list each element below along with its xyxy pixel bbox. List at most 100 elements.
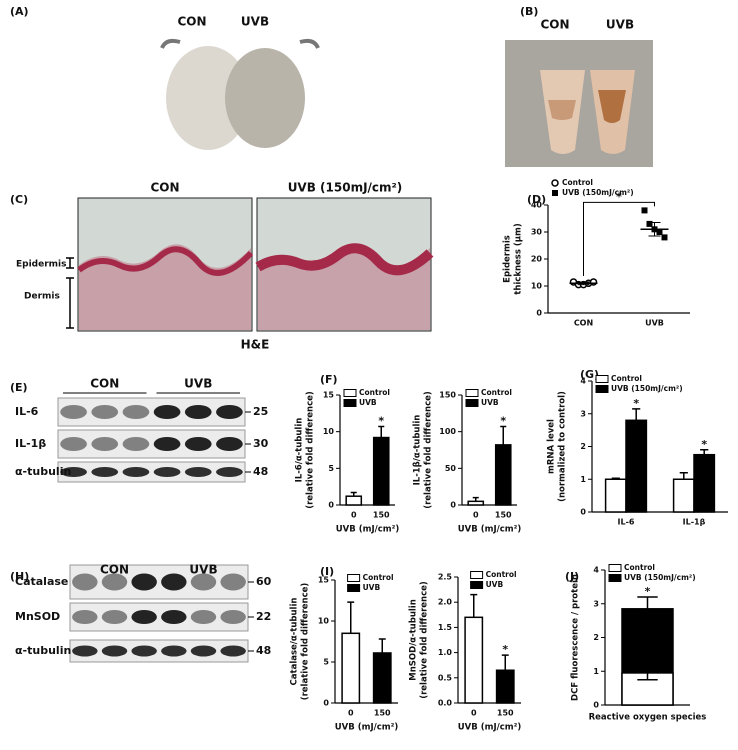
blot-band xyxy=(190,645,217,657)
panel-label: (H) xyxy=(10,570,29,583)
y-axis-label: MnSOD/α-tubulin xyxy=(409,599,419,681)
legend-label: UVB (150mJ/cm²) xyxy=(611,384,683,393)
blot-band xyxy=(190,610,217,624)
legend-swatch xyxy=(470,581,484,589)
error-bar xyxy=(679,471,688,480)
y-axis-label: mRNA level xyxy=(547,419,557,474)
y-axis-label: Epidermis xyxy=(503,235,513,283)
y-axis-label: IL-1β/α-tubulin xyxy=(413,415,423,486)
y-axis-label: (relative fold difference) xyxy=(301,583,311,701)
x-tick-label: 150 xyxy=(374,709,391,718)
bar xyxy=(625,419,648,513)
y-tick-label: 2 xyxy=(593,633,599,642)
x-tick-label: 0 xyxy=(471,709,477,718)
histology-images xyxy=(66,197,434,332)
sig-label: * xyxy=(633,397,639,410)
x-axis-label: Reactive oxygen species xyxy=(589,713,707,723)
panel-label: (I) xyxy=(320,565,334,578)
blot-band xyxy=(153,405,181,419)
blot-band xyxy=(91,405,119,419)
blot-band xyxy=(122,405,150,419)
kda-label: 48 xyxy=(256,644,271,657)
legend-label: Control xyxy=(481,388,512,397)
legend-label: UVB xyxy=(363,583,381,592)
blot-band xyxy=(153,437,181,451)
x-tick-label: UVB xyxy=(645,319,664,328)
blot-band xyxy=(91,467,119,477)
legend-label: UVB xyxy=(359,398,377,407)
error-bar xyxy=(632,408,641,421)
group-label: CON xyxy=(90,377,119,391)
error-bar xyxy=(347,601,355,634)
bar xyxy=(604,478,627,513)
blot-strip xyxy=(57,429,246,459)
bar xyxy=(341,632,361,704)
blot-band xyxy=(72,645,98,657)
group-label: UVB xyxy=(184,377,212,391)
y-tick-label: 0.5 xyxy=(438,673,453,682)
panel-label: (A) xyxy=(10,5,29,18)
layer-label: Epidermis xyxy=(16,260,66,270)
y-tick-label: 100 xyxy=(439,427,456,436)
error-bar xyxy=(472,496,479,502)
point xyxy=(641,207,648,214)
x-tick-label: 150 xyxy=(373,511,390,520)
y-tick-label: 1.0 xyxy=(438,648,453,657)
y-tick-label: 2.5 xyxy=(438,573,453,582)
y-axis-label: (relative fold difference) xyxy=(306,391,316,509)
blot-strip xyxy=(57,397,246,427)
y-tick-label: 15 xyxy=(323,391,335,400)
blot-band xyxy=(184,405,212,419)
group-label: UVB xyxy=(606,18,634,32)
protein-label: IL-1β xyxy=(15,437,46,450)
x-axis-label: UVB (mJ/cm²) xyxy=(336,525,400,535)
group-label: CON xyxy=(150,181,179,195)
stain-label: H&E xyxy=(241,338,270,352)
y-tick-label: 0 xyxy=(450,501,456,510)
sig-label: * xyxy=(378,415,384,428)
y-tick-label: 5 xyxy=(323,658,329,667)
western-blots xyxy=(57,392,254,663)
y-tick-label: 2 xyxy=(580,442,586,451)
y-tick-label: 15 xyxy=(318,576,330,585)
x-tick-label: 150 xyxy=(497,709,514,718)
blot-band xyxy=(184,467,212,477)
error-bar xyxy=(470,593,478,618)
kda-label: 25 xyxy=(253,405,268,418)
sig-label: * xyxy=(645,585,651,598)
kda-label: 48 xyxy=(253,465,268,478)
x-tick-label: 150 xyxy=(495,511,512,520)
y-tick-label: 10 xyxy=(318,617,330,626)
protein-label: MnSOD xyxy=(15,610,60,623)
sig-label: * xyxy=(502,643,508,656)
x-axis-label: UVB (mJ/cm²) xyxy=(458,525,522,535)
layer-label: Dermis xyxy=(24,292,60,302)
group-label: CON xyxy=(540,18,569,32)
group-label: CON xyxy=(100,563,129,577)
kda-label: 30 xyxy=(253,437,269,450)
y-tick-label: 1 xyxy=(593,667,599,676)
legend-label: Control xyxy=(486,570,517,579)
y-tick-label: 3 xyxy=(593,599,599,608)
sig-bracket xyxy=(583,201,655,276)
legend-swatch xyxy=(595,375,609,383)
legend-label: Control xyxy=(562,178,593,187)
legend-swatch xyxy=(465,389,479,397)
blot-band xyxy=(131,610,157,624)
error-bar xyxy=(637,596,658,609)
legend-swatch xyxy=(465,399,479,407)
error-bar xyxy=(501,654,509,671)
blot-band xyxy=(161,573,187,591)
panel-label: (C) xyxy=(10,193,28,206)
sem-bar xyxy=(577,281,590,286)
legend-label: UVB xyxy=(486,580,504,589)
photo-tubes xyxy=(505,40,653,167)
legend-swatch xyxy=(343,389,357,397)
blot-band xyxy=(72,610,98,624)
legend-label: Control xyxy=(624,563,655,572)
x-tick-label: 0 xyxy=(348,709,354,718)
kda-label: 22 xyxy=(256,610,271,623)
bar xyxy=(494,444,512,506)
protein-label: IL-6 xyxy=(15,405,39,418)
point xyxy=(656,229,663,235)
